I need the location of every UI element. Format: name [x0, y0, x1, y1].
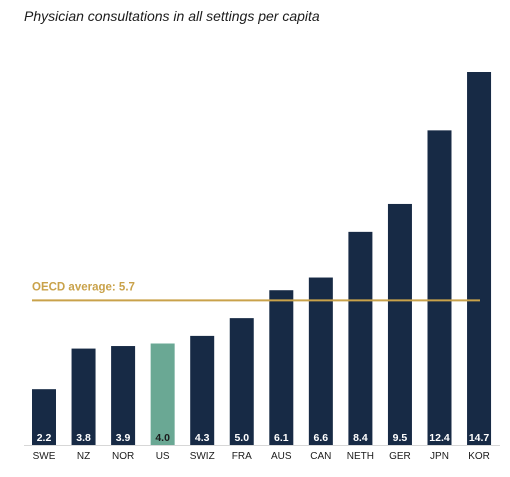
value-label-can: 6.6 [314, 432, 329, 444]
value-label-jpn: 12.4 [429, 432, 450, 444]
chart-title: Physician consultations in all settings … [24, 8, 320, 24]
category-label-swe: SWE [33, 451, 56, 462]
bar-fra [229, 318, 254, 445]
value-label-neth: 8.4 [353, 432, 368, 444]
category-label-neth: NETH [347, 451, 374, 462]
bar-jpn [427, 130, 452, 446]
category-label-can: CAN [310, 451, 331, 462]
category-label-us: US [156, 451, 170, 462]
oecd-average-label: OECD average: 5.7 [32, 281, 135, 293]
value-label-kor: 14.7 [469, 432, 490, 444]
bar-can [308, 277, 333, 445]
bar-nz [71, 348, 96, 445]
category-label-swiz: SWIZ [190, 451, 215, 462]
category-label-nor: NOR [112, 451, 134, 462]
bar-ger [387, 203, 412, 445]
bar-nor [111, 346, 136, 445]
value-label-aus: 6.1 [274, 432, 289, 444]
category-label-ger: GER [389, 451, 411, 462]
category-label-aus: AUS [271, 451, 292, 462]
value-label-nz: 3.8 [76, 432, 91, 444]
bar-swiz [190, 335, 215, 445]
value-label-swe: 2.2 [37, 432, 52, 444]
bar-aus [269, 290, 294, 445]
value-label-ger: 9.5 [393, 432, 408, 444]
value-label-fra: 5.0 [234, 432, 249, 444]
value-label-nor: 3.9 [116, 432, 131, 444]
value-label-swiz: 4.3 [195, 432, 210, 444]
category-label-nz: NZ [77, 451, 90, 462]
category-label-kor: KOR [468, 451, 490, 462]
value-label-us: 4.0 [155, 432, 170, 444]
bar-swe [32, 389, 56, 445]
bar-neth [348, 231, 373, 445]
bar-kor [467, 72, 492, 445]
bar-us [150, 343, 175, 445]
category-label-fra: FRA [232, 451, 252, 462]
category-label-jpn: JPN [430, 451, 449, 462]
